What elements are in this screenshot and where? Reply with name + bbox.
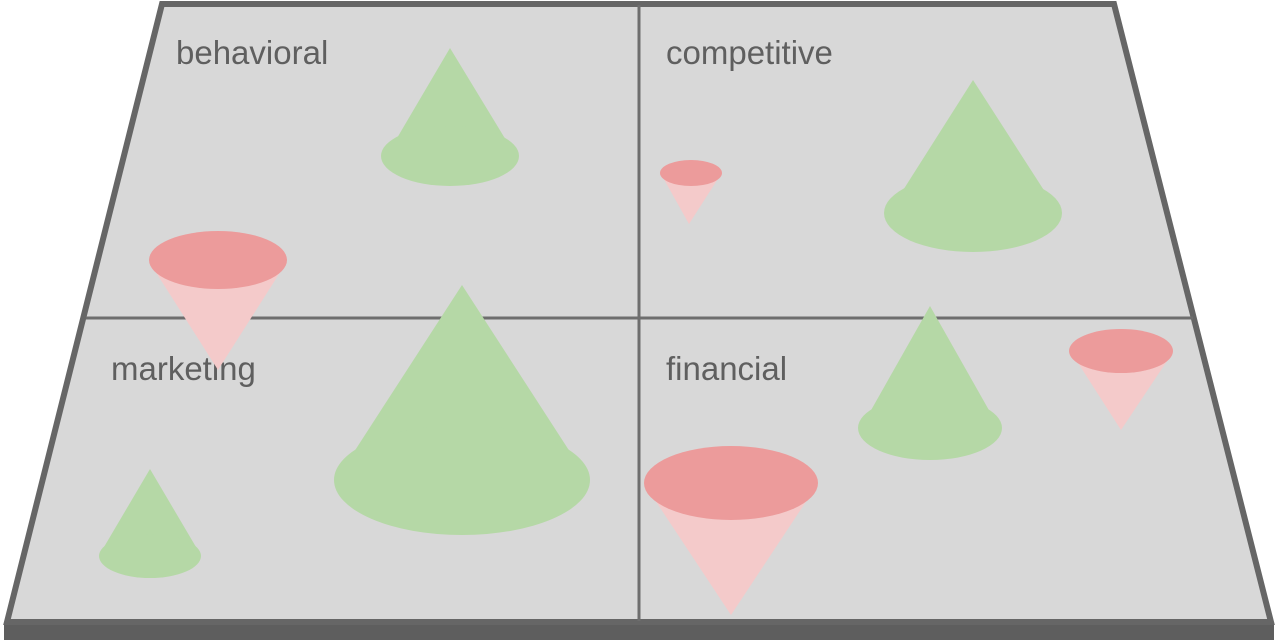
- quadrant-label-marketing: marketing: [111, 350, 256, 387]
- green-cone: [858, 306, 1002, 460]
- red-inverted-cone: [660, 160, 722, 224]
- green-cone: [884, 80, 1062, 252]
- quadrant-label-financial: financial: [666, 350, 787, 387]
- red-inverted-cone: [644, 446, 818, 615]
- green-cone: [99, 469, 201, 578]
- green-cone: [381, 48, 519, 186]
- red-inverted-cone: [1069, 329, 1173, 430]
- green-cone: [334, 285, 590, 535]
- board-front-edge: [4, 622, 1274, 640]
- red-inverted-cone: [149, 231, 287, 370]
- quadrant-label-competitive: competitive: [666, 34, 833, 71]
- quadrant-label-behavioral: behavioral: [176, 34, 328, 71]
